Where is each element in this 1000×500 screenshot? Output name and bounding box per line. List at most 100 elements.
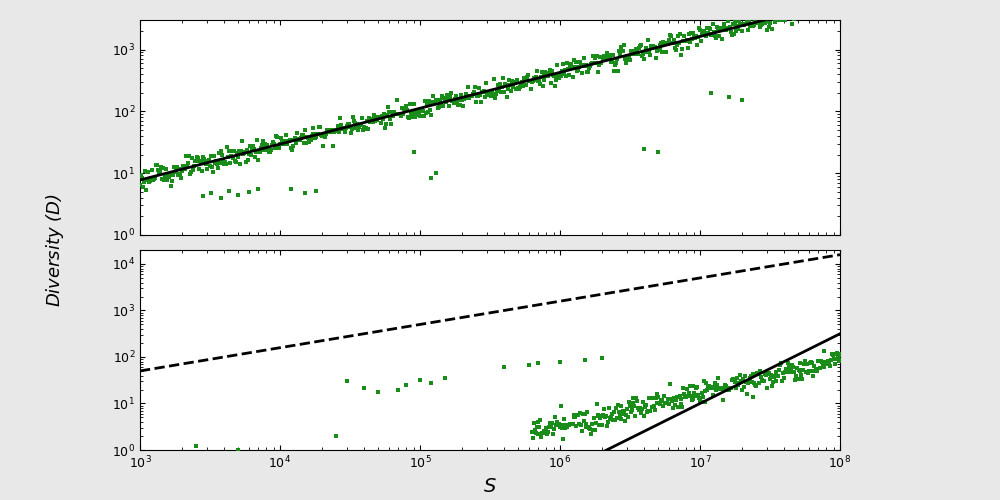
Point: [673, 400, 689, 408]
Point: [473, 98, 489, 106]
Point: [779, 12, 795, 20]
Point: [712, 24, 728, 32]
Point: [170, 170, 186, 178]
Point: [652, 45, 668, 53]
Point: [666, 394, 682, 402]
Point: [742, 374, 758, 382]
Point: [543, 79, 559, 87]
Point: [617, 418, 633, 426]
Point: [599, 49, 615, 57]
Point: [192, 156, 208, 164]
Point: [308, 186, 324, 194]
Point: [581, 424, 597, 432]
Point: [673, 51, 689, 59]
Point: [165, 171, 181, 179]
Point: [678, 392, 694, 400]
Point: [389, 96, 405, 104]
Point: [498, 81, 514, 89]
Point: [218, 160, 234, 168]
Point: [156, 176, 172, 184]
Point: [735, 20, 751, 28]
Point: [404, 113, 420, 121]
Point: [499, 93, 515, 101]
Point: [842, 350, 858, 358]
Point: [829, 349, 845, 357]
Point: [321, 128, 337, 136]
Point: [638, 44, 654, 52]
Point: [635, 50, 651, 58]
Point: [510, 84, 526, 92]
Point: [636, 56, 652, 64]
Point: [677, 393, 693, 401]
Point: [693, 398, 709, 406]
Point: [795, 0, 811, 6]
Point: [522, 77, 538, 85]
Point: [350, 126, 366, 134]
Point: [804, 359, 820, 367]
Point: [226, 146, 242, 154]
Point: [840, 356, 856, 364]
Point: [700, 30, 716, 38]
Point: [376, 110, 392, 118]
Point: [533, 74, 549, 82]
Point: [694, 30, 710, 38]
Point: [841, 360, 857, 368]
Point: [266, 140, 282, 148]
Point: [467, 84, 483, 92]
Point: [221, 148, 237, 156]
Point: [712, 385, 728, 393]
Point: [571, 63, 587, 71]
Point: [280, 138, 296, 145]
Point: [732, 21, 748, 29]
Point: [599, 422, 615, 430]
Point: [836, 350, 852, 358]
Point: [277, 136, 293, 144]
Point: [140, 168, 156, 175]
Point: [556, 70, 572, 78]
Point: [769, 4, 785, 12]
Point: [785, 8, 801, 16]
Point: [661, 36, 677, 44]
Point: [561, 72, 577, 80]
Point: [702, 25, 718, 33]
Point: [547, 412, 563, 420]
Point: [682, 38, 698, 46]
Point: [495, 74, 511, 82]
Point: [610, 66, 626, 74]
Point: [619, 405, 635, 413]
Point: [163, 182, 179, 190]
Point: [419, 101, 435, 109]
Point: [686, 389, 702, 397]
Point: [547, 82, 563, 90]
Point: [646, 402, 662, 409]
Point: [591, 422, 607, 430]
Point: [720, 386, 736, 394]
Point: [353, 121, 369, 129]
Point: [610, 400, 626, 408]
Point: [604, 58, 620, 66]
Point: [443, 90, 459, 98]
Point: [747, 18, 763, 26]
Point: [823, 356, 839, 364]
Point: [679, 385, 695, 393]
Point: [439, 92, 455, 100]
Point: [746, 20, 762, 28]
Point: [734, 96, 750, 104]
Point: [607, 416, 623, 424]
Point: [693, 37, 709, 45]
Point: [798, 368, 814, 376]
Point: [426, 98, 442, 106]
Point: [613, 402, 629, 410]
Point: [550, 421, 566, 429]
Point: [644, 44, 660, 52]
Point: [489, 86, 505, 94]
Point: [723, 384, 739, 392]
Point: [405, 110, 421, 118]
Point: [820, 8, 836, 16]
Point: [179, 162, 195, 170]
Point: [238, 158, 254, 166]
Point: [650, 148, 666, 156]
Point: [545, 70, 561, 78]
Point: [420, 108, 436, 116]
Point: [155, 164, 171, 172]
